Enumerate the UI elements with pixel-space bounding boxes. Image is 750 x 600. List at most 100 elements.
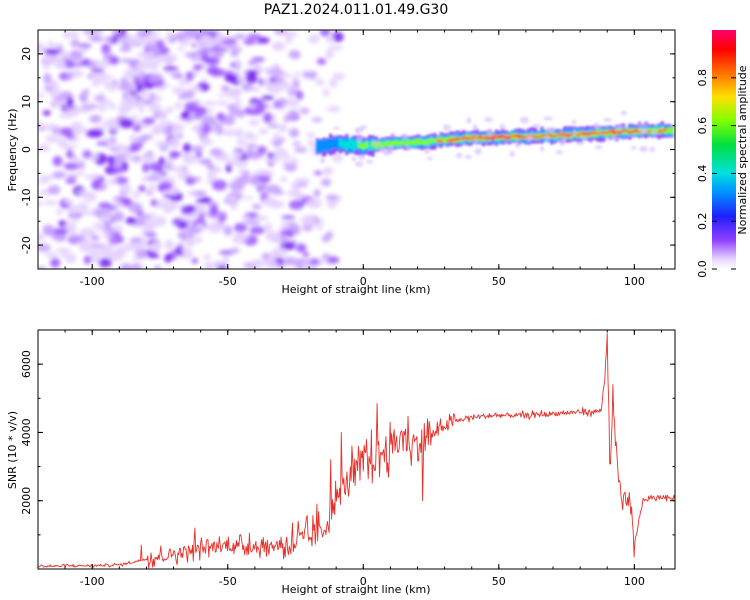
spectrogram-signal-fuzz	[572, 130, 577, 137]
spectrogram-noise-blob	[280, 235, 288, 244]
spectrogram-signal-segment	[452, 137, 456, 142]
spectrogram-noise-blob	[203, 158, 212, 167]
spectrogram-signal-segment	[569, 134, 573, 137]
spectrogram-signal-segment	[670, 127, 674, 134]
spectrogram-noise-blob	[44, 48, 60, 55]
spectrogram-noise-blob	[38, 233, 46, 242]
spectrogram-noise-blob	[128, 202, 143, 214]
spectrogram-noise-blob	[181, 111, 191, 118]
spectrogram-noise-blob	[201, 115, 217, 126]
spectrogram-noise-blob	[182, 143, 192, 153]
spectrogram-noise-blob	[47, 185, 61, 195]
spectrogram-noise-blob	[272, 141, 282, 147]
spectrogram-noise-blob	[98, 184, 106, 191]
spectrogram-noise-blob	[281, 220, 289, 231]
colorbar-tick-label: 0.0	[696, 260, 709, 278]
spectrogram-signal-segment	[595, 132, 599, 136]
spectrogram-signal-fuzz	[543, 116, 554, 121]
spectrogram-noise-blob	[142, 117, 156, 125]
spectrogram-signal-segment	[628, 131, 632, 134]
spectrogram-noise-blob	[277, 73, 293, 78]
spectrogram-noise-blob	[266, 70, 274, 75]
spectrogram-noise-blob	[83, 255, 92, 265]
spectrogram-noise-blob	[243, 107, 254, 115]
spectrogram-noise-blob	[168, 188, 177, 195]
spectrogram-noise-blob	[279, 176, 288, 182]
spectrogram-signal-fuzz	[378, 147, 386, 153]
spectrogram-noise-blob	[199, 34, 213, 46]
spectrogram-noise-blob	[74, 171, 86, 176]
spectrogram-noise-blob	[281, 83, 298, 91]
spectrogram-noise-blob	[238, 167, 247, 174]
spectrogram-noise-blob	[282, 256, 298, 266]
spectrogram-signal-segment	[416, 138, 421, 145]
spectrogram-noise-blob	[163, 131, 175, 137]
spectrogram-noise-blob	[148, 183, 156, 193]
spectrogram-noise-blob	[209, 148, 223, 157]
spectrogram-noise-blob	[213, 260, 223, 266]
spectrogram-noise-blob	[130, 99, 142, 108]
spectrogram-noise-blob	[264, 158, 280, 163]
spectrogram-signal-segment	[394, 139, 398, 145]
spectrogram-noise-blob	[206, 171, 217, 178]
spectrogram-signal-fuzz	[358, 154, 366, 161]
spectrogram-noise-blob	[133, 156, 141, 161]
spectrogram-noise-blob	[206, 222, 223, 234]
spectrogram-noise-blob	[82, 191, 97, 203]
spectrogram-noise-blob	[306, 70, 318, 80]
spectrogram-noise-blob	[322, 168, 331, 176]
spectrogram-signal-segment	[413, 138, 417, 145]
spectrogram-signal-segment	[485, 136, 489, 140]
spectrogram-noise-blob	[263, 196, 277, 207]
spectrogram-signal-segment	[611, 129, 616, 134]
spectrogram-noise-blob	[149, 65, 159, 72]
spectrogram-noise-blob	[56, 247, 71, 254]
spectrogram-signal-segment	[615, 130, 619, 135]
spectrogram-noise-blob	[184, 102, 198, 113]
spectrogram-noise-blob	[319, 30, 331, 37]
spectrogram-noise-blob	[66, 174, 78, 180]
spectrogram-signal-segment	[664, 128, 668, 132]
spectrogram-signal-segment	[647, 129, 651, 134]
spectrogram-noise-blob	[182, 90, 195, 100]
spectrogram-signal-segment	[322, 139, 326, 151]
spectrogram-x-tick-label: 50	[492, 275, 506, 288]
spectrogram-noise-blob	[149, 102, 161, 110]
spectrogram-noise-blob	[216, 112, 226, 121]
spectrogram-signal-segment	[566, 134, 570, 137]
spectrogram-noise-blob	[102, 137, 111, 142]
spectrogram-signal-segment	[403, 137, 408, 146]
spectrogram-noise-blob	[288, 199, 305, 210]
spectrogram-noise-blob	[236, 75, 245, 83]
spectrogram-signal-segment	[364, 141, 368, 149]
spectrogram-noise-blob	[108, 155, 115, 166]
spectrogram-noise-blob	[105, 226, 115, 231]
spectrogram-noise-blob	[189, 85, 202, 92]
spectrogram-noise-blob	[311, 117, 323, 123]
spectrogram-noise-blob	[176, 133, 184, 139]
spectrogram-signal-segment	[455, 137, 460, 140]
spectrogram-signal-segment	[579, 132, 583, 138]
spectrogram-signal-segment	[485, 135, 489, 138]
spectrogram-noise-blob	[267, 123, 280, 129]
spectrogram-x-tick-label: 0	[360, 275, 367, 288]
spectrogram-noise-blob	[110, 167, 124, 174]
spectrogram-signal-segment	[426, 139, 430, 145]
colorbar-tick-label: 0.8	[696, 69, 709, 87]
spectrogram-signal-segment	[540, 133, 544, 138]
spectrogram-noise-blob	[83, 30, 98, 35]
spectrogram-noise-blob	[285, 163, 297, 172]
spectrogram-signal-segment	[517, 136, 521, 139]
spectrogram-signal-segment	[433, 138, 437, 143]
spectrogram-y-tick-label: 0	[20, 146, 33, 153]
spectrogram-noise-blob	[205, 56, 220, 66]
spectrogram-noise-blob	[59, 127, 75, 137]
spectrogram-noise-blob	[101, 43, 111, 55]
spectrogram-noise-blob	[42, 72, 52, 84]
spectrogram-noise-blob	[244, 195, 254, 201]
spectrogram-noise-blob	[43, 200, 59, 206]
spectrogram-noise-blob	[104, 36, 114, 42]
spectrogram-noise-blob	[38, 93, 46, 98]
spectrogram-noise-blob	[228, 195, 237, 203]
spectrogram-noise-blob	[65, 178, 77, 184]
